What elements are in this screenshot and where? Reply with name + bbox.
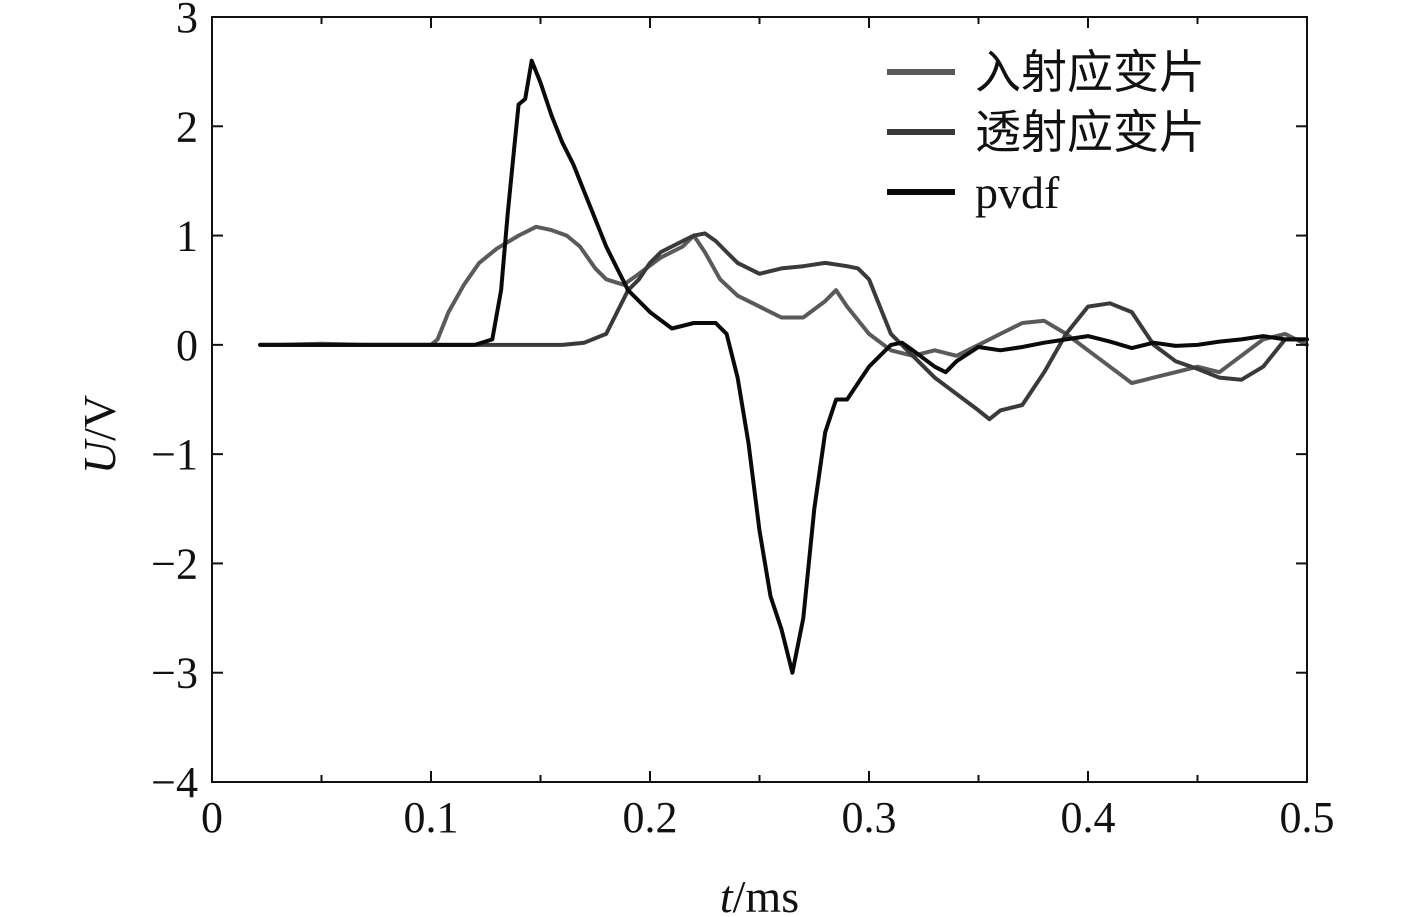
series-layer [258, 58, 1309, 675]
x-tick-label: 0.2 [623, 793, 678, 842]
legend-label-2: pvdf [975, 167, 1060, 218]
series-line-2 [258, 58, 1309, 675]
series-line-1 [258, 231, 1309, 422]
y-tick-label: 0 [176, 321, 198, 370]
y-tick-label: −3 [151, 649, 198, 698]
y-tick-label: 3 [176, 0, 198, 42]
x-tick-label: 0 [201, 793, 223, 842]
x-tick-label: 0.3 [842, 793, 897, 842]
y-tick-label: 1 [176, 212, 198, 261]
labels-layer: 0 0.1 0.2 0.3 0.4 0.5 3 2 1 0 −1 −2 −3 −4 t/ms U/V [74, 0, 1335, 917]
legend-label-1: 透射应变片 [975, 107, 1205, 158]
y-tick-label: −2 [151, 539, 198, 588]
x-tick-label: 0.5 [1280, 793, 1335, 842]
y-axis-var: U [74, 438, 125, 474]
x-tick-label: 0.1 [404, 793, 459, 842]
y-tick-label: −4 [151, 758, 198, 807]
y-tick-label: −1 [151, 430, 198, 479]
legend-label-0: 入射应变片 [975, 47, 1205, 98]
x-tick-label: 0.4 [1061, 793, 1116, 842]
x-axis-unit: /ms [733, 871, 799, 917]
series-line-0 [258, 224, 1309, 386]
x-axis-var: t [720, 871, 734, 917]
x-axis-label: t/ms [720, 871, 799, 917]
y-axis-unit: /V [74, 395, 125, 441]
y-axis-label: U/V [74, 395, 125, 474]
y-tick-label: 2 [176, 102, 198, 151]
ticks-layer [211, 16, 1308, 783]
